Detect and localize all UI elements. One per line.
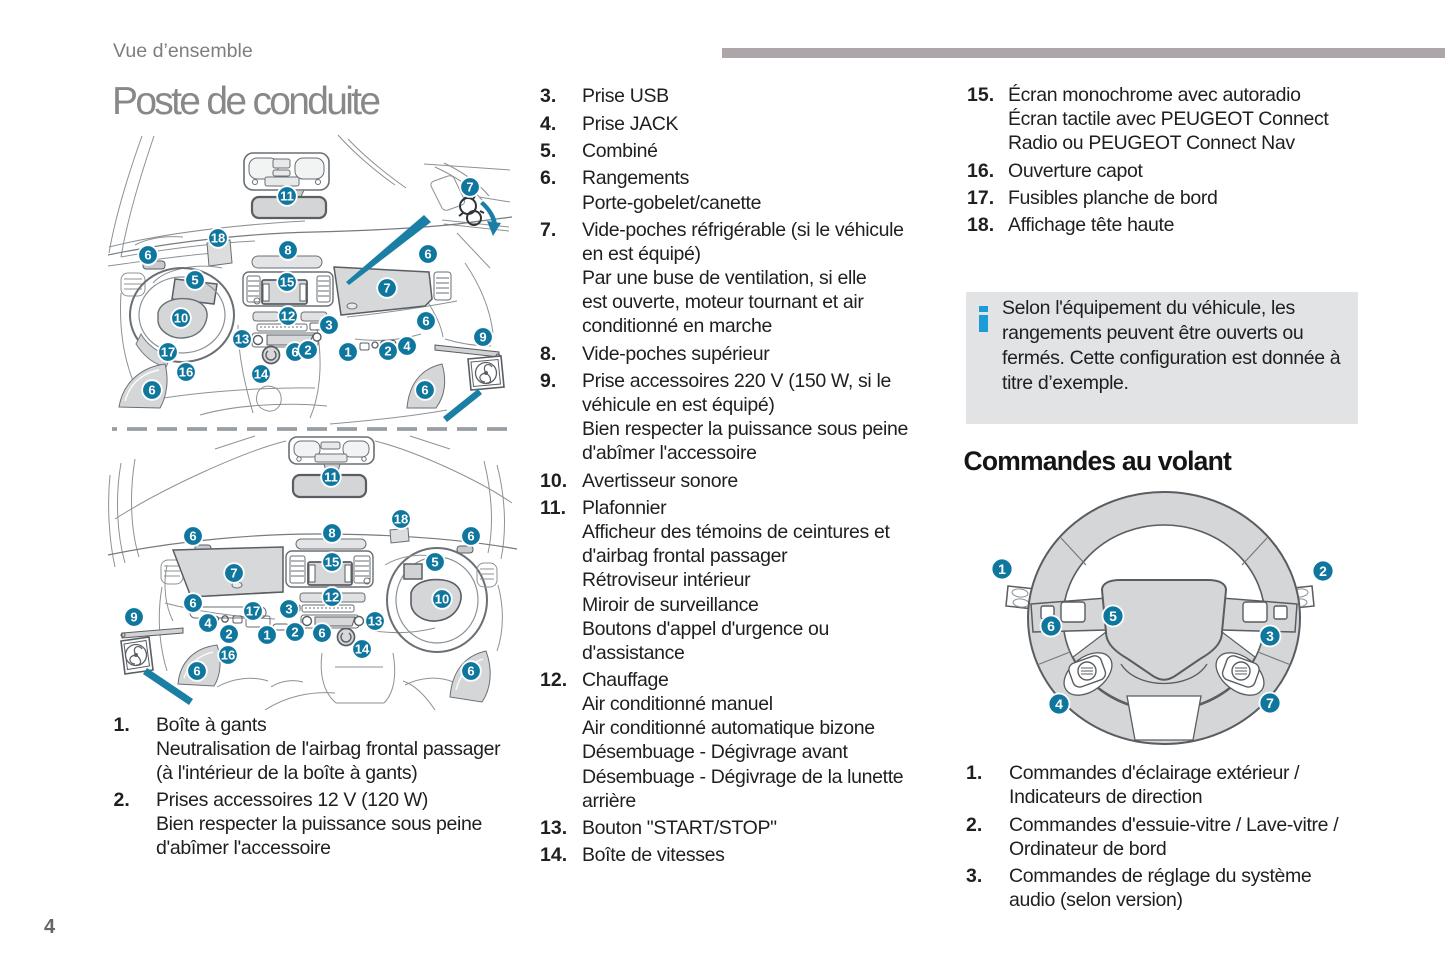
svg-text:4: 4	[204, 616, 212, 631]
svg-text:2: 2	[384, 344, 391, 359]
svg-text:5: 5	[431, 555, 438, 570]
svg-text:6: 6	[424, 247, 431, 262]
svg-text:18: 18	[211, 231, 225, 246]
svg-text:6: 6	[467, 664, 474, 679]
svg-text:6: 6	[291, 345, 298, 360]
svg-text:15: 15	[325, 555, 339, 570]
svg-text:6: 6	[144, 248, 151, 263]
svg-text:7: 7	[466, 180, 473, 195]
svg-text:2: 2	[291, 625, 298, 640]
svg-text:1: 1	[344, 345, 351, 360]
svg-text:11: 11	[324, 470, 338, 485]
svg-text:6: 6	[422, 314, 429, 329]
svg-text:2: 2	[304, 343, 311, 358]
svg-text:5: 5	[1109, 608, 1117, 624]
svg-text:9: 9	[130, 610, 137, 625]
svg-text:16: 16	[179, 365, 193, 380]
svg-text:6: 6	[1047, 618, 1055, 634]
svg-text:15: 15	[280, 275, 294, 290]
svg-text:4: 4	[1055, 696, 1063, 712]
svg-text:6: 6	[467, 529, 474, 544]
svg-text:17: 17	[161, 345, 175, 360]
svg-text:14: 14	[254, 367, 269, 382]
svg-text:6: 6	[148, 383, 155, 398]
svg-text:8: 8	[328, 526, 335, 541]
svg-text:10: 10	[435, 592, 449, 607]
svg-text:6: 6	[189, 596, 196, 611]
svg-text:12: 12	[325, 590, 339, 605]
svg-text:6: 6	[189, 529, 196, 544]
svg-text:1: 1	[263, 628, 270, 643]
svg-text:3: 3	[1266, 628, 1274, 644]
svg-text:16: 16	[221, 648, 235, 663]
svg-text:8: 8	[284, 243, 291, 258]
svg-text:1: 1	[998, 561, 1006, 577]
svg-text:13: 13	[235, 332, 249, 347]
svg-text:3: 3	[325, 318, 332, 333]
svg-text:12: 12	[281, 309, 295, 324]
svg-text:11: 11	[280, 189, 294, 204]
svg-text:2: 2	[225, 627, 232, 642]
svg-text:6: 6	[318, 626, 325, 641]
svg-text:18: 18	[394, 512, 408, 527]
svg-text:6: 6	[421, 383, 428, 398]
svg-text:9: 9	[479, 330, 486, 345]
svg-text:7: 7	[383, 281, 390, 296]
svg-text:4: 4	[403, 339, 411, 354]
svg-text:2: 2	[1319, 563, 1327, 579]
svg-text:5: 5	[191, 273, 198, 288]
svg-text:13: 13	[368, 614, 382, 629]
svg-text:7: 7	[230, 566, 237, 581]
svg-text:10: 10	[174, 311, 188, 326]
svg-text:17: 17	[246, 604, 260, 619]
svg-text:14: 14	[355, 642, 370, 657]
svg-text:3: 3	[285, 602, 292, 617]
svg-text:7: 7	[1266, 695, 1274, 711]
svg-text:6: 6	[193, 664, 200, 679]
